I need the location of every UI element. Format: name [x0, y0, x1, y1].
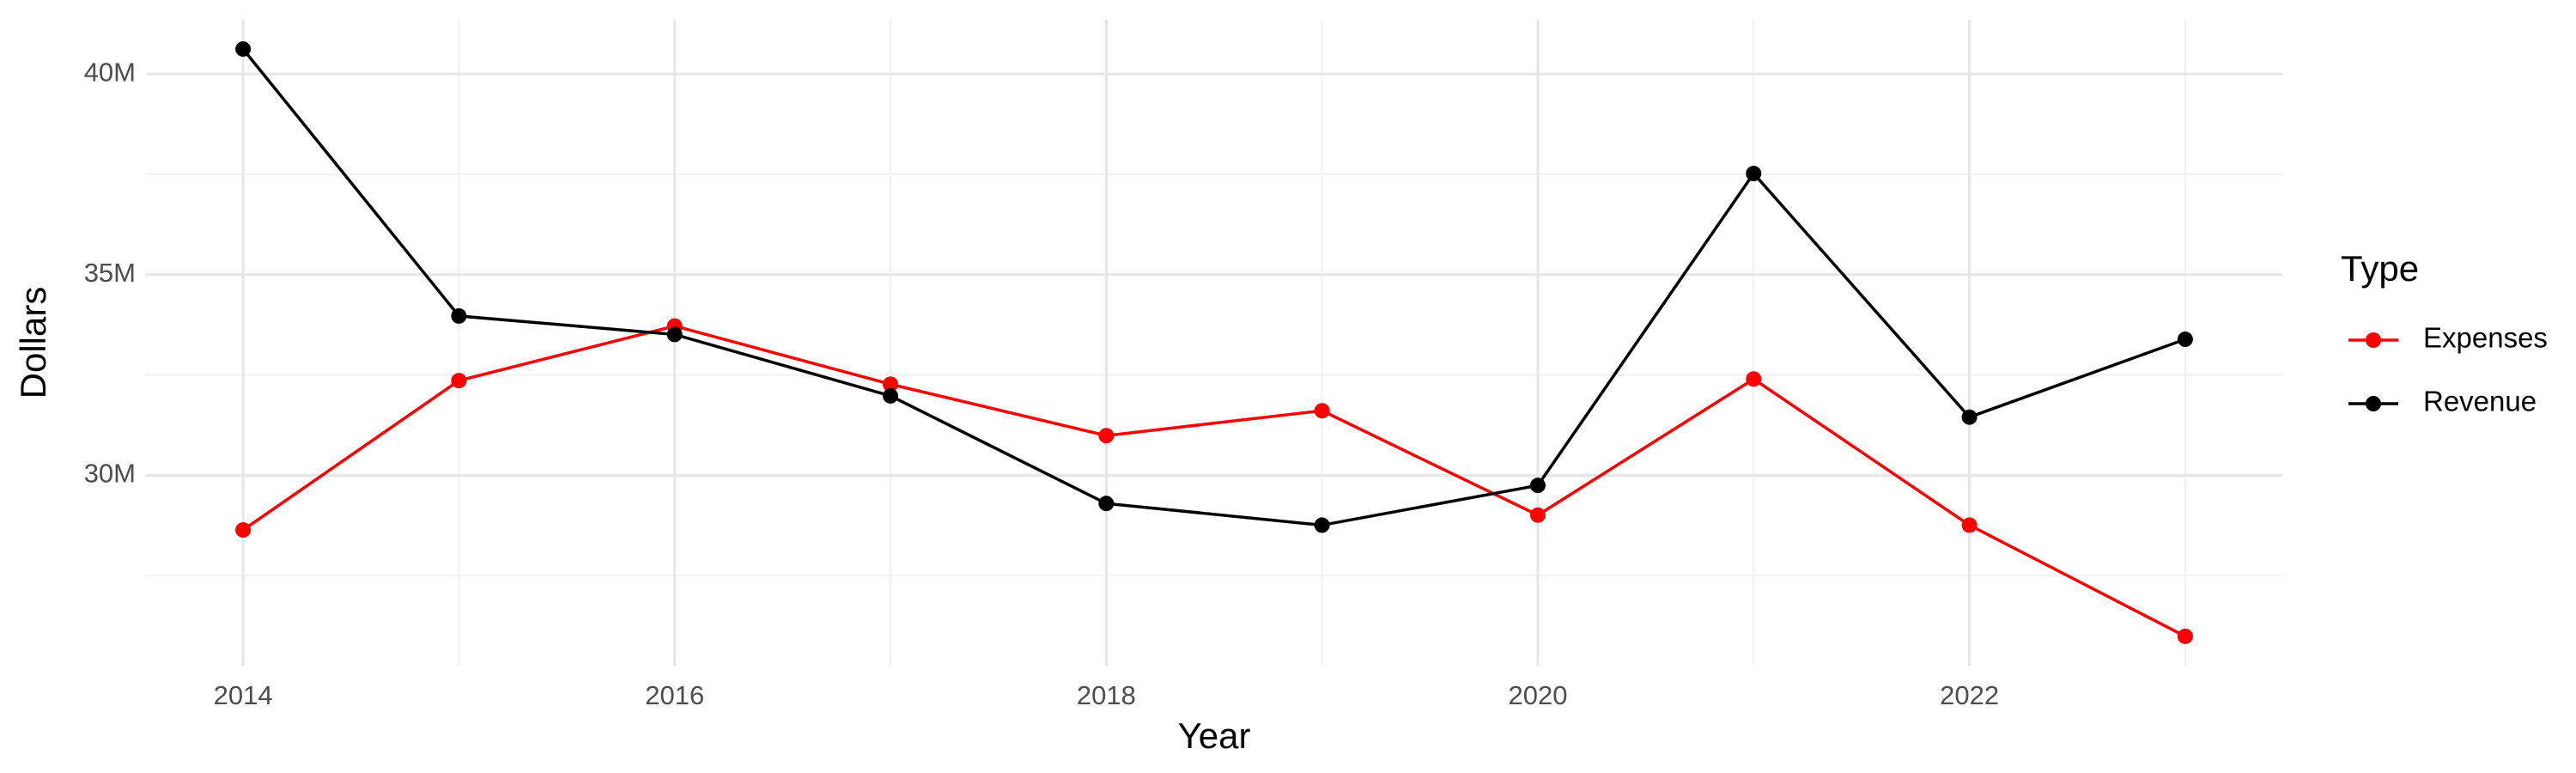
data-point — [1529, 478, 1546, 494]
data-point — [1098, 496, 1115, 512]
data-point — [2177, 332, 2193, 348]
data-point — [883, 387, 899, 404]
x-tick-label: 2018 — [1077, 680, 1136, 710]
data-point — [1098, 428, 1115, 444]
x-axis-title: Year — [1178, 715, 1251, 756]
x-tick-label: 2020 — [1508, 680, 1567, 710]
series-line — [241, 48, 2186, 527]
data-point — [883, 376, 899, 393]
data-point — [451, 307, 467, 324]
legend-label: Expenses — [2423, 322, 2548, 354]
legend-key-point — [2366, 332, 2381, 348]
data-point — [1961, 517, 1978, 533]
data-point — [1529, 507, 1546, 523]
x-tick-label: 2022 — [1940, 680, 1999, 710]
legend-label: Revenue — [2423, 386, 2537, 417]
data-point — [1746, 166, 1762, 182]
data-point — [235, 41, 252, 58]
data-point — [666, 326, 683, 343]
x-tick-label: 2016 — [645, 680, 704, 710]
series-line — [242, 324, 2186, 638]
legend-title: Type — [2341, 248, 2419, 289]
y-tick-label: 40M — [84, 57, 136, 87]
y-tick-label: 35M — [84, 258, 136, 288]
data-point — [2177, 628, 2193, 644]
y-tick-label: 30M — [84, 459, 136, 489]
data-point — [1961, 409, 1978, 425]
data-point — [1314, 517, 1330, 533]
data-point — [451, 373, 467, 389]
data-point — [235, 522, 252, 539]
legend-key-point — [2366, 396, 2381, 411]
y-axis-title: Dollars — [13, 287, 53, 399]
x-tick-label: 2014 — [214, 680, 273, 710]
data-point — [1746, 371, 1762, 387]
data-point — [1314, 403, 1330, 419]
